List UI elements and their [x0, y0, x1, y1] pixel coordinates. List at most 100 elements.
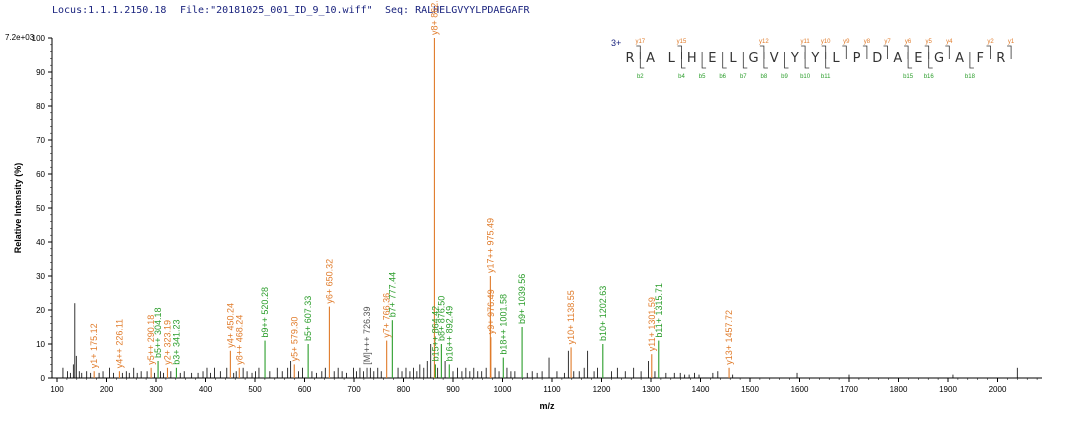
peak-label: y2+ 323.19: [162, 320, 172, 365]
y-tick-label: 60: [36, 170, 45, 179]
x-tick-label: 1800: [890, 385, 908, 394]
residue: D: [872, 51, 882, 66]
b-ion-bracket: [681, 52, 686, 69]
peak-label: y8+ 862.46: [429, 0, 439, 35]
peak-label: b10+ 1202.63: [598, 286, 608, 341]
peak-label: b11+ 1315.71: [654, 283, 664, 338]
x-tick-label: 600: [298, 385, 312, 394]
b-ion-marker: b16: [924, 74, 935, 80]
y-ion-bracket: [986, 45, 991, 59]
x-tick-label: 900: [446, 385, 460, 394]
x-tick-label: 1500: [741, 385, 759, 394]
y-ion-bracket: [883, 45, 888, 59]
charge-state: 3+: [611, 38, 621, 48]
b-ion-bracket: [784, 52, 789, 69]
y-ion-marker: y8: [864, 39, 871, 45]
x-tick-label: 300: [149, 385, 163, 394]
y-ion-bracket: [801, 45, 806, 59]
header-file: File:"20181025_001_ID_9_10.wiff": [180, 5, 373, 16]
b-ion-bracket: [907, 52, 913, 69]
b-ion-bracket: [825, 52, 830, 69]
y-tick-label: 100: [32, 34, 46, 43]
residue: A: [646, 51, 655, 66]
x-tick-label: 1200: [593, 385, 611, 394]
b-ion-marker: b8: [761, 74, 768, 80]
y-ion-marker: y15: [677, 39, 687, 45]
y-ion-marker: y1: [1008, 39, 1015, 45]
b-ion-bracket: [722, 52, 727, 69]
b-ion-bracket: [969, 52, 974, 69]
x-tick-label: 2000: [989, 385, 1007, 394]
y-ion-marker: y5: [926, 39, 933, 45]
y-ion-marker: y2: [987, 39, 994, 45]
y-tick-label: 70: [36, 136, 45, 145]
x-ticks: 100 200 300 400 500 600 700 800 900 1000 1100 1200 1…: [50, 378, 1038, 394]
peaks: [62, 38, 1018, 378]
b-ion-bracket: [742, 52, 748, 69]
peak-label: y4+ 450.24: [225, 303, 235, 348]
x-tick-label: 1600: [791, 385, 809, 394]
x-tick-label: 400: [199, 385, 213, 394]
peak-label: y11+ 1301.59: [647, 297, 657, 351]
peak-label: y5++ 290.18: [146, 315, 156, 365]
peak-label: b18++ 1001.58: [498, 294, 508, 355]
y-ion-bracket: [945, 45, 950, 59]
residue: V: [770, 51, 779, 66]
peak-label: b9+ 1039.56: [517, 274, 527, 324]
intensity-scale-label: 7.2e+03: [5, 33, 35, 42]
peak-label: y13+ 1457.72: [724, 310, 734, 365]
b-ion-marker: b10: [800, 74, 811, 80]
residue: E: [708, 51, 716, 66]
peak-label: y7+ 766.36: [382, 293, 392, 338]
peak-label: y10+ 1138.55: [566, 290, 576, 344]
b-ion-marker: b11: [821, 74, 831, 80]
y-ion-marker: y11: [800, 39, 810, 45]
y-ion-bracket: [862, 45, 868, 59]
peak-label: y1+ 175.12: [89, 323, 99, 368]
peak-label: y17++ 975.49: [485, 218, 495, 273]
residue: E: [914, 51, 922, 66]
peak-label: b8+ 876.50: [436, 296, 446, 341]
b-ion-marker: b2: [637, 74, 644, 80]
peak-label: y5+ 579.30: [289, 317, 299, 362]
x-tick-label: 1400: [692, 385, 710, 394]
b-ion-marker: b7: [740, 74, 747, 80]
y-tick-label: 10: [36, 340, 45, 349]
y-tick-label: 90: [36, 68, 45, 77]
y-ion-marker: y4: [946, 39, 953, 45]
residue: R: [996, 51, 1005, 66]
y-ticks: 0 10 20 30 40 50 60 70 80 90 100: [32, 34, 52, 383]
residue: L: [668, 51, 676, 66]
residue: P: [853, 51, 861, 66]
b-ion-marker: b4: [678, 74, 685, 80]
y-ion-marker: y9: [843, 39, 850, 45]
b-ion-bracket: [639, 52, 645, 69]
b-ion-marker: b15: [903, 74, 914, 80]
header-sequence: Seq: RALHELGVYYLPDAEGAFR: [385, 5, 530, 16]
x-tick-label: 800: [397, 385, 411, 394]
peak-label: b16++ 892.49: [444, 306, 454, 362]
b-ion-marker: b6: [719, 74, 726, 80]
y-ion-bracket: [904, 45, 909, 59]
peak-label: b5++ 304.18: [153, 307, 163, 358]
x-tick-label: 1100: [543, 385, 561, 394]
peak-label: b9++ 520.28: [260, 287, 270, 338]
sequence-fragment-map: 3+Ry17Ab2Ly15Hb4Eb5Lb6Gy12b7Vb8Yy11b9Yy1…: [611, 38, 1015, 80]
b-ion-bracket: [928, 52, 933, 69]
residue: H: [687, 51, 697, 66]
residue: R: [625, 51, 634, 66]
residue: Y: [790, 51, 799, 66]
b-ion-marker: b5: [699, 74, 706, 80]
x-axis-label: m/z: [539, 401, 555, 411]
y-tick-label: 30: [36, 272, 45, 281]
y-tick-label: 40: [36, 238, 45, 247]
peak-label: b3+ 341.23: [171, 320, 181, 365]
y-ion-marker: y12: [759, 39, 769, 45]
y-tick-label: 50: [36, 204, 45, 213]
residue: L: [832, 51, 840, 66]
y-tick-label: 20: [36, 306, 45, 315]
x-tick-label: 1900: [939, 385, 957, 394]
x-tick-label: 1000: [494, 385, 512, 394]
